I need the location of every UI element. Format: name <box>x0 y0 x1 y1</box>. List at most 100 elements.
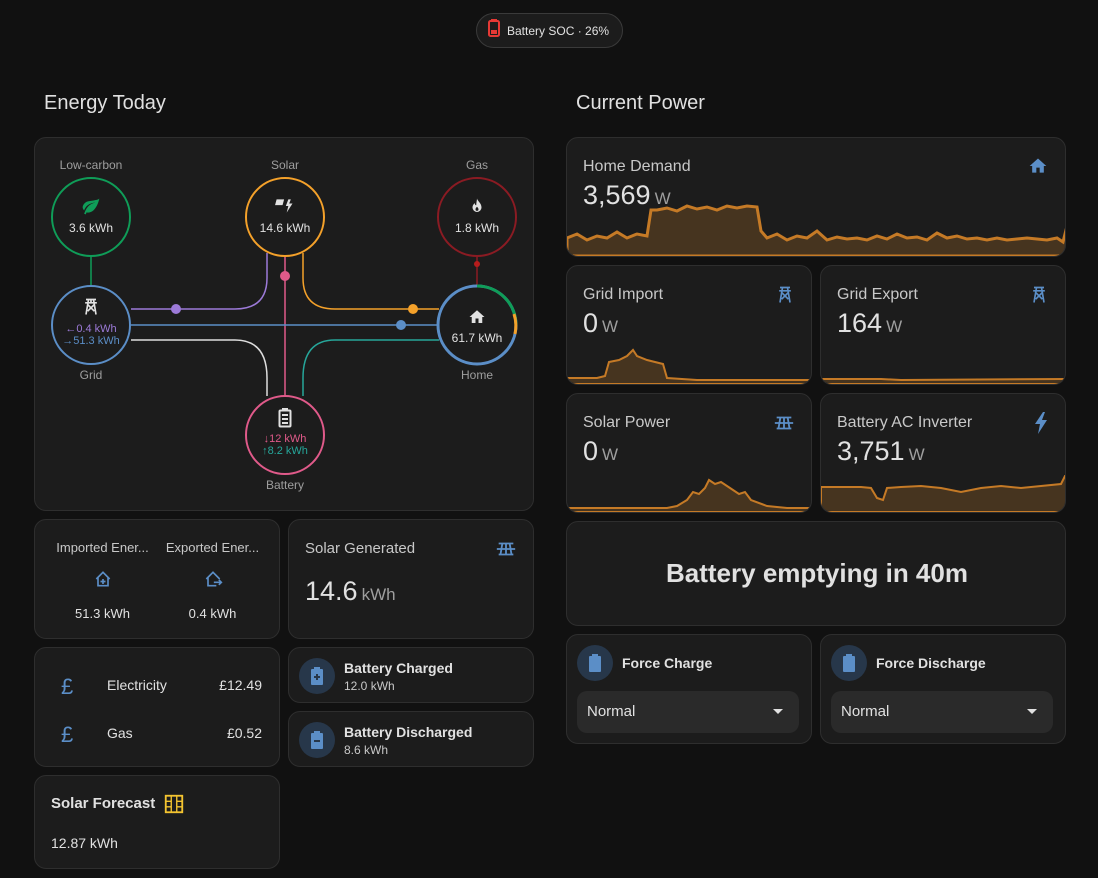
gas-label: Gas <box>465 158 488 172</box>
home-demand-card[interactable]: Home Demand 3,569 W <box>566 137 1066 257</box>
grid-import-sparkline <box>567 348 811 384</box>
solar-power-sparkline <box>567 478 811 512</box>
solar-generated-label: Solar Generated <box>305 540 416 557</box>
transmission-tower-icon <box>52 296 130 323</box>
grid-import-label: Grid Import <box>583 286 664 303</box>
gas-node[interactable]: 1.8 kWh <box>438 196 516 235</box>
flow-lines <box>51 177 518 475</box>
costs-card: £ Electricity £12.49 £ Gas £0.52 <box>34 647 280 767</box>
home-demand-sparkline <box>567 204 1065 256</box>
grid-export-label: Grid Export <box>837 286 918 303</box>
force-discharge-card: Force Discharge Normal <box>820 634 1066 744</box>
lowcarbon-label: Low-carbon <box>59 158 123 172</box>
leaf-icon <box>52 196 130 221</box>
battery-charging-icon <box>577 645 613 681</box>
imported-energy[interactable]: Imported Ener... 51.3 kWh <box>45 540 160 621</box>
solar-forecast-icon <box>163 793 185 820</box>
solar-power-icon <box>246 196 324 221</box>
cost-electricity-value: £12.49 <box>219 677 262 693</box>
lightning-icon <box>1033 412 1049 439</box>
solar-generated-card[interactable]: Solar Generated 14.6 kWh <box>288 519 534 639</box>
battery-soc-chip[interactable]: Battery SOC · 26% <box>476 13 623 48</box>
solar-power-label: Solar Power <box>583 414 671 431</box>
imported-label: Imported Ener... <box>56 540 149 555</box>
home-demand-label: Home Demand <box>583 158 691 175</box>
solar-node[interactable]: 14.6 kWh <box>246 196 324 235</box>
solar-forecast-card[interactable]: Solar Forecast 12.87 kWh <box>34 775 280 869</box>
battery-plus-icon <box>299 658 335 694</box>
battery-inverter-sparkline <box>821 475 1065 512</box>
home-icon <box>1027 156 1049 181</box>
solar-generated-value: 14.6 kWh <box>305 576 396 606</box>
home-demand-value: 3,569 W <box>583 180 671 210</box>
force-discharge-select[interactable]: Normal <box>831 691 1053 733</box>
battery-discharged-value: 8.6 kWh <box>344 743 389 757</box>
battery-inverter-label: Battery AC Inverter <box>837 414 973 431</box>
grid-export-sparkline <box>821 378 1065 384</box>
energy-today-title: Energy Today <box>44 92 166 114</box>
transmission-tower-export-icon <box>155 569 270 594</box>
chevron-down-icon <box>1027 709 1037 714</box>
chevron-down-icon <box>773 709 783 714</box>
battery-charged-tile[interactable]: Battery Charged 12.0 kWh <box>288 647 534 703</box>
force-charge-card: Force Charge Normal <box>566 634 812 744</box>
currency-gbp-icon: £ <box>61 722 74 747</box>
exported-energy[interactable]: Exported Ener... 0.4 kWh <box>155 540 270 621</box>
force-charge-mode: Normal <box>587 703 636 720</box>
cost-electricity-label: Electricity <box>107 677 167 693</box>
grid-label: Grid <box>79 368 103 382</box>
battery-status-text: Battery emptying in 40m <box>666 558 968 588</box>
grid-export-value: 164 W <box>837 308 903 338</box>
cost-gas-value: £0.52 <box>226 725 262 741</box>
chip-label: Battery SOC · 26% <box>507 23 610 38</box>
home-icon <box>438 308 516 331</box>
grid-out-value: 51.3 kWh <box>73 335 120 347</box>
force-discharge-label: Force Discharge <box>876 655 986 671</box>
battery-inverter-value: 3,751 W <box>837 436 925 466</box>
battery-minus-icon <box>299 722 335 758</box>
force-charge-label: Force Charge <box>622 655 713 671</box>
home-label: Home <box>460 368 493 382</box>
battery-alert-icon <box>487 19 501 42</box>
fire-icon <box>438 196 516 221</box>
battery-out-value: 8.2 kWh <box>267 445 308 457</box>
battery-inverter-card[interactable]: Battery AC Inverter 3,751 W <box>820 393 1066 513</box>
battery-label: Battery <box>265 478 304 492</box>
exported-value: 0.4 kWh <box>188 606 237 621</box>
transmission-tower-import-icon <box>45 569 160 594</box>
lowcarbon-node[interactable]: 3.6 kWh <box>52 196 130 235</box>
battery-charging-icon <box>831 645 867 681</box>
transmission-tower-icon <box>1029 284 1049 311</box>
battery-icon <box>246 408 324 433</box>
battery-discharged-tile[interactable]: Battery Discharged 8.6 kWh <box>288 711 534 767</box>
battery-charged-value: 12.0 kWh <box>344 679 395 693</box>
current-power-title: Current Power <box>576 92 705 114</box>
force-discharge-mode: Normal <box>841 703 890 720</box>
grid-in-value: 0.4 kWh <box>76 323 117 335</box>
import-export-card: Imported Ener... 51.3 kWh Exported Ener.… <box>34 519 280 639</box>
solar-panel-icon <box>773 412 795 439</box>
battery-status-card: Battery emptying in 40m <box>566 521 1066 626</box>
solar-forecast-label: Solar Forecast <box>51 795 156 812</box>
currency-gbp-icon: £ <box>61 674 74 699</box>
energy-flow-card: Low-carbon Solar Gas Grid Home Battery 3… <box>34 137 534 511</box>
battery-discharged-label: Battery Discharged <box>344 724 473 740</box>
force-charge-select[interactable]: Normal <box>577 691 799 733</box>
battery-charged-label: Battery Charged <box>344 660 453 676</box>
battery-in-value: 12 kWh <box>269 433 307 445</box>
solar-forecast-value: 12.87 kWh <box>51 835 118 851</box>
cost-gas-label: Gas <box>107 725 133 741</box>
solar-label: Solar <box>270 158 299 172</box>
battery-node[interactable]: ↓12 kWh ↑8.2 kWh <box>246 408 324 457</box>
grid-export-card[interactable]: Grid Export 164 W <box>820 265 1066 385</box>
solar-panel-icon <box>495 538 517 565</box>
transmission-tower-icon <box>775 284 795 311</box>
imported-value: 51.3 kWh <box>75 606 130 621</box>
grid-node[interactable]: ←0.4 kWh →51.3 kWh <box>52 296 130 347</box>
exported-label: Exported Ener... <box>165 540 260 555</box>
home-node[interactable]: 61.7 kWh <box>438 308 516 345</box>
